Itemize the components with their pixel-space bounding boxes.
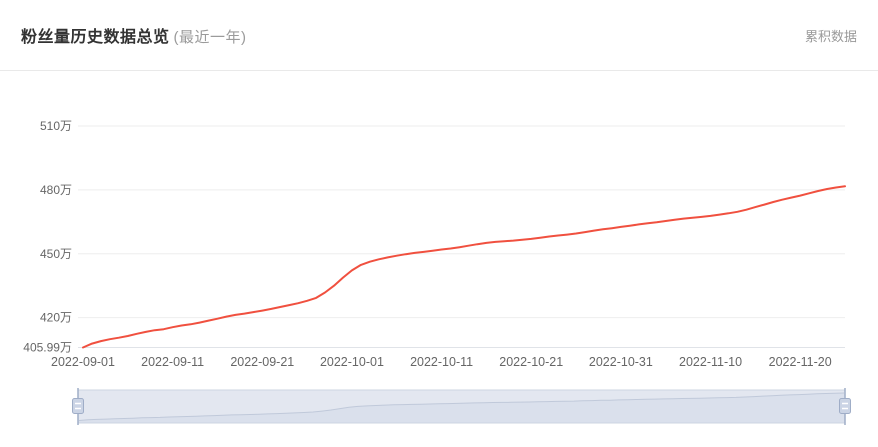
- datazoom-shadow-area: [78, 393, 845, 423]
- x-tick-label: 2022-09-01: [51, 355, 115, 369]
- card-header: 粉丝量历史数据总览 (最近一年) 累积数据: [0, 0, 878, 70]
- x-tick-label: 2022-10-01: [320, 355, 384, 369]
- page-title-range: (最近一年): [173, 29, 247, 46]
- datazoom-handle-right[interactable]: [839, 398, 851, 414]
- page-title: 粉丝量历史数据总览 (最近一年): [21, 23, 247, 47]
- fans-series-line: [82, 185, 846, 349]
- header-divider: [0, 70, 878, 71]
- y-tick-label: 405.99万: [23, 341, 72, 355]
- y-tick-label: 420万: [40, 311, 72, 325]
- x-tick-label: 2022-11-20: [769, 355, 832, 369]
- x-tick-label: 2022-10-21: [499, 355, 563, 369]
- datazoom-handle-left[interactable]: [72, 398, 84, 414]
- x-tick-label: 2022-09-11: [141, 355, 204, 369]
- data-mode-label: 累积数据: [804, 28, 857, 44]
- y-tick-label: 450万: [40, 247, 72, 261]
- page-title-text: 粉丝量历史数据总览: [21, 29, 170, 46]
- datazoom-shadow-line: [78, 392, 845, 421]
- x-tick-label: 2022-10-11: [410, 355, 473, 369]
- x-tick-label: 2022-10-31: [589, 355, 653, 369]
- x-tick-label: 2022-09-21: [230, 355, 294, 369]
- y-tick-label: 510万: [40, 119, 72, 133]
- x-tick-label: 2022-11-10: [679, 355, 742, 369]
- y-tick-label: 480万: [40, 183, 72, 197]
